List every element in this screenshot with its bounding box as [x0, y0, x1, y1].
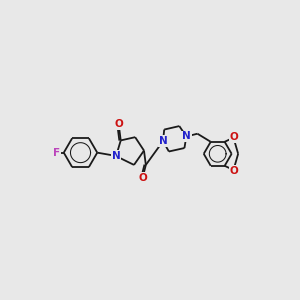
Text: N: N	[112, 151, 121, 161]
Text: O: O	[115, 119, 123, 129]
Text: F: F	[53, 148, 60, 158]
Text: N: N	[159, 136, 167, 146]
Text: O: O	[139, 172, 147, 183]
Text: N: N	[182, 131, 191, 142]
Text: O: O	[230, 166, 239, 176]
Text: O: O	[230, 132, 239, 142]
